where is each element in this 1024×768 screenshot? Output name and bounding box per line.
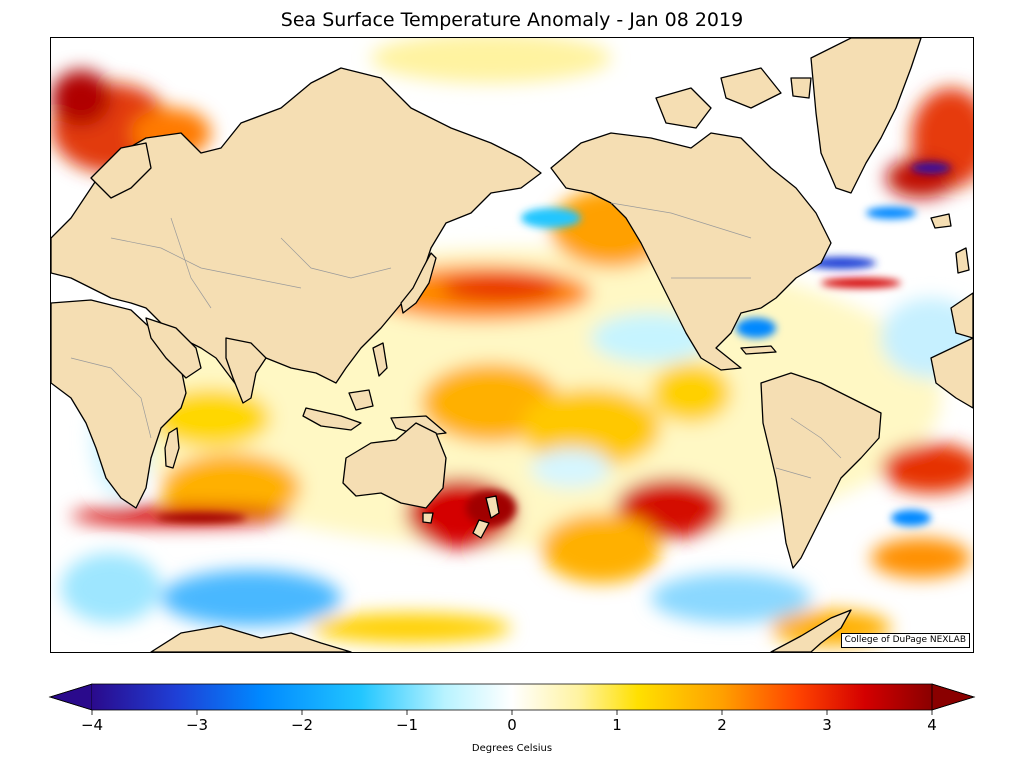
colorbar-tick-label: 0: [507, 716, 517, 734]
anomaly-blob: [521, 388, 661, 468]
land-caribbean: [740, 345, 777, 355]
anomaly-blob: [891, 510, 931, 526]
colorbar-label: Degrees Celsius: [472, 743, 552, 754]
land-south-america: [760, 372, 882, 569]
sst-map: [51, 38, 973, 652]
colorbar-tick-label: −2: [291, 716, 313, 734]
anomaly-blob: [371, 38, 611, 83]
land-madagascar: [164, 427, 180, 469]
anomaly-blob: [161, 570, 341, 626]
anomaly-blob: [156, 513, 246, 523]
anomaly-blob: [161, 453, 301, 523]
anomaly-blob: [441, 274, 561, 302]
anomaly-blob: [61, 553, 161, 623]
anomaly-blob: [881, 443, 973, 493]
anomaly-detail: [121, 162, 951, 526]
land-north-america: [550, 132, 832, 371]
anomaly-blob: [51, 70, 111, 126]
colorbar-tick-label: 2: [717, 716, 727, 734]
anomaly-blob: [616, 478, 726, 538]
anomaly-blob: [736, 318, 776, 338]
land-japan: [400, 252, 437, 314]
land-british-isles: [955, 247, 970, 274]
land-africa-east-edge: [930, 337, 973, 409]
anomaly-blob: [866, 207, 916, 219]
land-antarctica: [150, 609, 852, 652]
colorbar-gradient: [92, 684, 932, 710]
land-scandinavia: [90, 142, 152, 199]
colorbar-tick-label: 3: [822, 716, 832, 734]
land-australia: [342, 422, 447, 509]
political-borders: [70, 202, 842, 479]
land-tasmania: [422, 512, 434, 524]
land-philippines: [372, 342, 388, 377]
colorbar-tick-label: 1: [612, 716, 622, 734]
land-arabia: [145, 317, 202, 379]
colorbar-ticks: −4 −3 −2 −1 0 1 2 3 4: [81, 710, 937, 734]
anomaly-blob: [521, 208, 581, 228]
anomaly-blob: [911, 162, 951, 174]
anomaly-blob: [821, 278, 901, 288]
colorbar-tick-label: −3: [186, 716, 208, 734]
colorbar-under-arrow: [48, 683, 93, 711]
anomaly-blob: [541, 513, 661, 583]
credit-label: College of DuPage NEXLAB: [840, 633, 970, 648]
land-masses: [51, 38, 973, 652]
map-frame: College of DuPage NEXLAB: [50, 37, 974, 653]
colorbar: −4 −3 −2 −1 0 1 2 3 4 Degrees Celsius: [48, 683, 976, 754]
land-arctic-islands: [655, 67, 812, 129]
anomaly-blob: [871, 538, 971, 578]
land-indonesia: [302, 407, 362, 431]
anomaly-blob: [651, 363, 731, 423]
colorbar-tick-label: 4: [927, 716, 937, 734]
land-borneo: [348, 389, 374, 411]
anomaly-blob: [311, 613, 511, 643]
land-europe-west: [950, 292, 973, 339]
land-new-zealand: [472, 495, 500, 539]
map-title: Sea Surface Temperature Anomaly - Jan 08…: [280, 9, 744, 31]
land-greenland: [810, 38, 922, 194]
colorbar-tick-label: −4: [81, 716, 103, 734]
land-iceland: [930, 213, 952, 229]
anomaly-blob: [806, 257, 876, 269]
anomaly-blob: [531, 448, 611, 488]
colorbar-over-arrow: [931, 683, 976, 711]
land-india: [225, 337, 267, 404]
colorbar-tick-label: −1: [396, 716, 418, 734]
anomaly-blob: [591, 313, 711, 363]
anomaly-blob: [651, 573, 811, 623]
